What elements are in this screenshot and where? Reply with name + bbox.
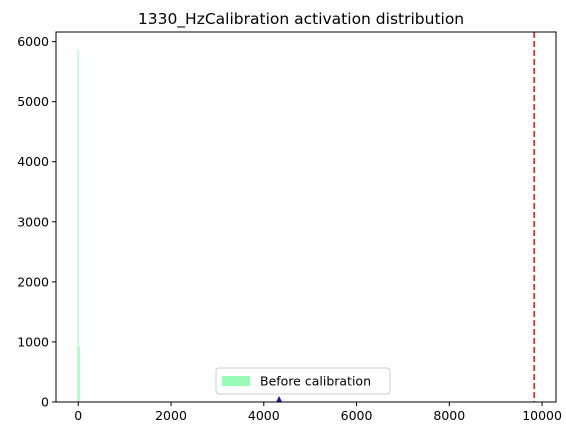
y-tick-label: 6000 — [17, 34, 49, 49]
histogram-bar — [77, 49, 79, 403]
x-tick-label: 8000 — [433, 408, 465, 423]
legend-swatch — [222, 376, 250, 386]
plot-area — [55, 31, 557, 403]
y-tick-label: 4000 — [17, 154, 49, 169]
x-tick-label: 4000 — [248, 408, 280, 423]
point-marker — [276, 396, 283, 402]
chart-title: 1330_HzCalibration activation distributi… — [138, 10, 464, 29]
legend-box — [215, 367, 391, 395]
y-axis: 0 1000 2000 3000 4000 5000 6000 — [17, 34, 56, 410]
y-tick-label: 1000 — [17, 334, 49, 349]
y-tick-label: 0 — [41, 395, 49, 410]
x-axis: 0 2000 4000 6000 8000 10000 — [74, 402, 562, 423]
y-tick-label: 5000 — [17, 94, 49, 109]
x-tick-label: 6000 — [341, 408, 373, 423]
y-tick-label: 2000 — [17, 274, 49, 289]
legend: Before calibration — [215, 367, 391, 395]
legend-label: Before calibration — [260, 374, 371, 389]
x-tick-label: 2000 — [155, 408, 187, 423]
x-tick-label: 10000 — [522, 408, 562, 423]
axes-frame — [55, 31, 557, 403]
y-tick-label: 3000 — [17, 214, 49, 229]
histogram-bar — [78, 346, 80, 402]
x-tick-label: 0 — [74, 408, 82, 423]
